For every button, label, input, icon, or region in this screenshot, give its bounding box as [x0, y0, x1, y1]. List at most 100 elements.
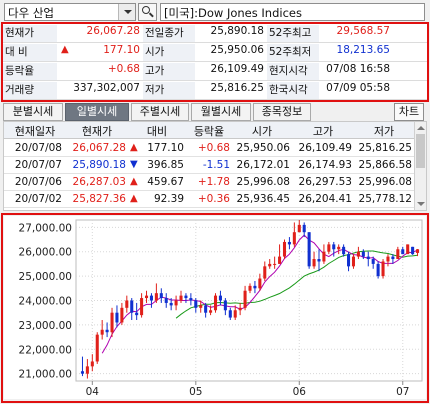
- col-change[interactable]: 대비: [146, 125, 168, 138]
- cell-rate: +1.78: [197, 176, 230, 188]
- market-select[interactable]: 다우 산업: [4, 3, 136, 21]
- chart-button[interactable]: 차트: [394, 103, 424, 121]
- cell-change: 177.10: [147, 142, 184, 154]
- y-tick-label: 26,000.00: [19, 247, 72, 259]
- candle: [278, 256, 282, 264]
- quote-label: 거래량: [3, 82, 57, 99]
- table-row[interactable]: ▲ 20/07/02 25,827.36 92.39 +0.36 25,936.45 26,…: [4, 191, 414, 208]
- cell-open: 25,936.45: [236, 193, 290, 205]
- candle: [243, 290, 247, 308]
- candle: [287, 241, 291, 245]
- col-date[interactable]: 현재일자: [14, 125, 56, 138]
- quote-value: 26,109.49: [210, 63, 264, 75]
- candle: [253, 285, 257, 289]
- col-low[interactable]: 저가: [373, 125, 395, 138]
- candle: [342, 246, 346, 255]
- candle: [228, 310, 232, 318]
- cell-date: 20/07/02: [14, 193, 62, 205]
- candle: [327, 244, 331, 252]
- y-tick-label: 23,000.00: [19, 320, 72, 332]
- table-scrollbar[interactable]: [414, 122, 426, 210]
- candle: [292, 232, 296, 245]
- candle: [361, 251, 365, 257]
- cell-low: 25,816.25: [358, 142, 412, 154]
- search-button[interactable]: [138, 3, 157, 21]
- cell-rate: +0.68: [197, 142, 230, 154]
- candle: [401, 249, 405, 255]
- y-tick-label: 25,000.00: [19, 271, 72, 283]
- candle: [174, 300, 178, 306]
- quote-highlight: [1, 22, 429, 102]
- table-row[interactable]: ▲ 20/07/08 26,067.28 177.10 +0.68 25,950.06 26…: [4, 140, 414, 157]
- candle: [396, 249, 400, 260]
- y-tick-label: 24,000.00: [19, 296, 72, 308]
- candle: [115, 312, 119, 323]
- change-up-icon: ▲: [61, 44, 69, 55]
- table-header: 현재일자 현재가 대비 등락율 시가 고가 저가: [4, 122, 414, 139]
- candle: [130, 300, 134, 313]
- candle: [144, 295, 149, 299]
- cell-open: 26,172.01: [236, 159, 290, 171]
- quote-label: 52주최저: [267, 44, 319, 61]
- candle: [238, 307, 242, 311]
- col-high[interactable]: 고가: [312, 125, 334, 138]
- chevron-down-icon[interactable]: [118, 4, 135, 20]
- candle: [90, 361, 94, 367]
- candle: [376, 263, 380, 277]
- cell-low: 25,866.58: [358, 159, 412, 171]
- cell-rate: +0.36: [197, 193, 230, 205]
- tab-weekly[interactable]: 주별시세: [131, 103, 189, 121]
- col-price[interactable]: 현재가: [81, 125, 113, 138]
- change-up-icon: ▲: [130, 193, 138, 204]
- scroll-down-icon[interactable]: [417, 202, 425, 206]
- candle: [140, 298, 144, 316]
- quote-value: 07/09 05:58: [326, 82, 390, 94]
- candle: [356, 251, 360, 257]
- quote-value: 25,890.18: [210, 25, 264, 37]
- quote-label: 현지시각: [267, 63, 319, 80]
- col-open[interactable]: 시가: [251, 125, 273, 138]
- cell-change: 396.85: [147, 159, 184, 171]
- candle: [164, 298, 168, 303]
- change-down-icon: ▼: [130, 159, 138, 170]
- candle: [189, 298, 193, 301]
- candle: [351, 256, 356, 267]
- table-row[interactable]: ▼ 20/07/07 25,890.18 396.85 -1.51 26,172.01 26…: [4, 157, 414, 174]
- candle: [263, 266, 267, 279]
- quote-label: 현재가: [3, 25, 57, 42]
- tab-minute[interactable]: 분별시세: [3, 103, 63, 121]
- candle: [371, 259, 375, 264]
- candle: [332, 244, 336, 250]
- quote-label: 대 비: [3, 44, 57, 61]
- candle: [95, 334, 99, 362]
- y-tick-label: 27,000.00: [19, 222, 72, 234]
- quote-value: 18,213.65: [336, 44, 390, 56]
- tab-daily[interactable]: 일별시세: [65, 103, 129, 121]
- cell-change: 92.39: [153, 193, 184, 205]
- market-select-value: 다우 산업: [8, 6, 54, 20]
- scroll-thumb[interactable]: [416, 134, 425, 168]
- x-tick-label: 06: [293, 386, 307, 398]
- candle: [391, 256, 395, 260]
- candle: [381, 261, 385, 277]
- candle: [120, 307, 124, 323]
- cell-low: 25,778.12: [358, 193, 412, 205]
- cell-high: 26,297.53: [298, 176, 352, 188]
- candle: [184, 295, 188, 299]
- tab-info[interactable]: 종목정보: [253, 103, 311, 121]
- cell-date: 20/07/07: [14, 159, 62, 171]
- quote-label: 시가: [143, 44, 195, 61]
- table-row[interactable]: ▲ 20/07/06 26,287.03 459.67 +1.78 25,996.08 26…: [4, 174, 414, 191]
- cell-price: 25,827.36: [72, 193, 126, 205]
- tab-monthly[interactable]: 월별시세: [191, 103, 251, 121]
- candle: [135, 312, 139, 316]
- candle: [322, 251, 326, 262]
- candle: [386, 256, 390, 262]
- col-rate[interactable]: 등락율: [193, 125, 225, 138]
- toolbar: 다우 산업 [미국]:Dow Jones Indices: [1, 1, 428, 23]
- quote-value: 29,568.57: [336, 25, 390, 37]
- candle: [149, 295, 153, 301]
- scroll-up-icon[interactable]: [417, 126, 425, 130]
- x-tick-label: 05: [189, 386, 202, 398]
- candle: [223, 300, 227, 311]
